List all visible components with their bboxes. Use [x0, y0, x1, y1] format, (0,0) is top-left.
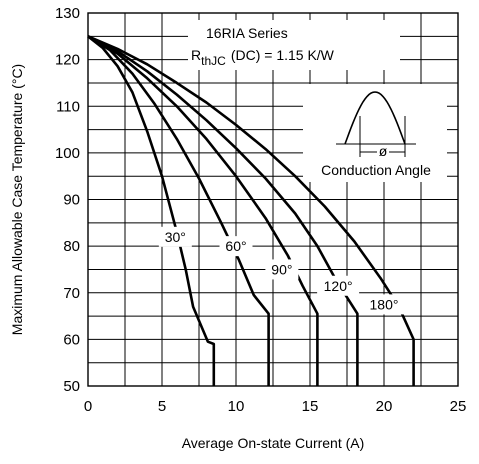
- y-tick-label: 80: [63, 238, 80, 255]
- y-tick-label: 50: [63, 378, 80, 395]
- y-tick-label: 90: [63, 192, 80, 209]
- annotation-rthjc: RthJC (DC) = 1.15 K/W: [191, 47, 335, 68]
- annotation-background: [188, 20, 400, 70]
- inset-background: [303, 84, 447, 182]
- x-axis-title: Average On-state Current (A): [182, 435, 365, 451]
- x-tick-label: 25: [450, 398, 467, 415]
- y-axis-title: Maximum Allowable Case Temperature (°C): [9, 64, 25, 335]
- conduction-angle-inset: ø Conduction Angle: [303, 84, 447, 182]
- tick-labels: 0 5 10 15 20 25 50 60 70 80 90 100 110 120 130: [55, 5, 466, 415]
- plot-frame: [87, 12, 459, 387]
- series-label: 90°: [271, 261, 292, 277]
- series-label: 60°: [225, 238, 246, 254]
- x-tick-label: 20: [376, 398, 393, 415]
- series-label: 180°: [370, 296, 399, 312]
- annotation-r: R: [191, 47, 201, 63]
- series-label-background: [317, 275, 360, 296]
- y-tick-label: 130: [55, 5, 80, 22]
- x-tick-label: 15: [302, 398, 319, 415]
- x-tick-label: 0: [84, 398, 92, 415]
- y-tick-label: 120: [55, 52, 80, 69]
- inset-label: Conduction Angle: [321, 162, 431, 178]
- series-labels: 30° 60° 90° 120° 180°: [158, 226, 405, 315]
- inset-angle-symbol: ø: [379, 143, 388, 159]
- series-line: [87, 35, 319, 386]
- y-tick-label: 110: [56, 98, 80, 115]
- y-tick-label: 70: [63, 285, 80, 302]
- series-line: [87, 35, 270, 386]
- annotation: 16RIA Series RthJC (DC) = 1.15 K/W: [188, 20, 400, 70]
- series-label: 120°: [324, 278, 353, 294]
- series-label-background: [158, 226, 192, 247]
- x-tick-label: 5: [158, 398, 166, 415]
- annotation-series: 16RIA Series: [206, 25, 288, 41]
- series-line: [87, 35, 216, 386]
- annotation-subscript: thJC: [201, 54, 226, 68]
- y-tick-label: 100: [55, 145, 80, 162]
- series-label-background: [363, 294, 405, 315]
- x-tick-label: 10: [228, 398, 245, 415]
- series-label: 30°: [165, 229, 186, 245]
- series-label-background: [219, 236, 253, 257]
- y-tick-label: 60: [63, 331, 80, 348]
- annotation-value: (DC) = 1.15 K/W: [231, 47, 335, 63]
- series-label-background: [265, 259, 299, 280]
- half-sine-icon: [344, 91, 406, 145]
